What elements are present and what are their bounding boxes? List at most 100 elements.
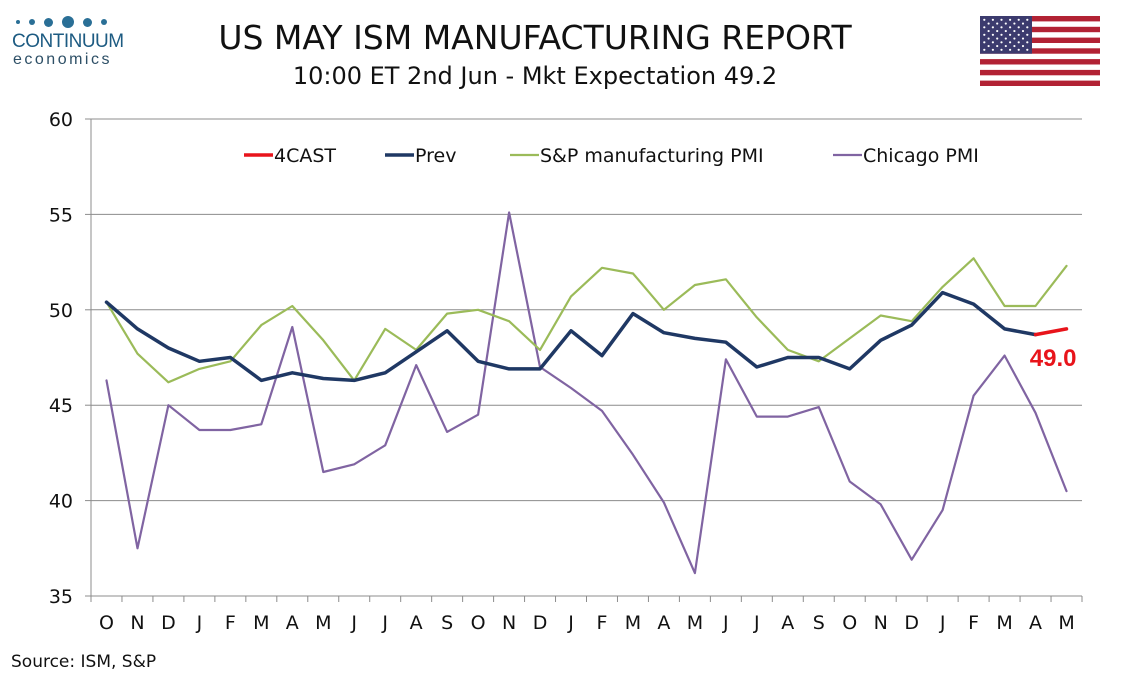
x-tick-label: A [286,612,299,634]
x-tick-label: O [842,612,857,634]
flag-star [1021,22,1025,25]
flag-star [1017,26,1020,29]
flag-star [1026,33,1029,36]
series-line-chicago-pmi [105,211,1068,575]
x-tick-label: F [597,612,608,634]
flag-star [1009,41,1012,44]
logo-dots-icon [16,14,142,30]
x-tick-label: J [753,612,760,634]
series-lines [104,211,1069,575]
x-tick-label: S [813,612,825,634]
flag-star [1026,41,1029,44]
series-line-prev [104,290,1038,383]
flag-star [1009,18,1012,21]
x-tick-label: M [315,612,331,634]
x-tick-label: M [253,612,269,634]
flag-star [991,33,994,36]
legend-label: 4CAST [274,145,336,167]
legend-label: S&P manufacturing PMI [540,145,764,167]
x-tick-label: N [874,612,888,634]
x-tick-label: M [996,612,1012,634]
x-tick-label: F [225,612,236,634]
x-tick-label: D [161,612,176,634]
legend: 4CAST Prev S&P manufacturing PMI Chicago PM… [244,145,979,167]
flag-star [1017,41,1020,44]
x-tick-label: A [410,612,423,634]
flag-star [983,26,986,29]
flag-star [996,22,999,25]
y-tick-label: 60 [49,109,73,131]
flag-star [1017,18,1020,21]
x-tick-label: D [533,612,548,634]
legend-label: Prev [415,145,456,167]
flag-star [983,41,986,44]
y-tick-label: 40 [49,491,73,513]
x-tick-label: J [350,612,357,634]
x-tick-label: A [1029,612,1042,634]
x-tick-label: J [722,612,729,634]
x-tick-label: O [471,612,486,634]
continuum-logo: CONTINUUM economics [12,14,142,68]
flag-star [991,26,994,29]
x-tick-label: M [1058,612,1074,634]
y-tick-label: 55 [49,204,73,226]
flag-star [983,33,986,36]
flag-star [1009,33,1012,36]
flag-star [1021,37,1025,40]
x-tick-label: A [781,612,794,634]
flag-star [996,37,999,40]
x-tick-label: M [687,612,703,634]
flag-star [1026,48,1029,51]
x-tick-label: A [657,612,670,634]
flag-star [991,41,994,44]
x-tick-label: J [567,612,574,634]
x-tick-label: F [968,612,979,634]
flag-star [1000,33,1003,36]
us-flag-icon [980,16,1100,86]
chart-subtitle: 10:00 ET 2nd Jun - Mkt Expectation 49.2 [292,62,778,90]
axes [85,118,1083,602]
flag-star [1000,26,1003,29]
chart-title: US MAY ISM MANUFACTURING REPORT [218,18,852,57]
flag-star [1026,26,1029,29]
flag-star [1000,18,1003,21]
flag-star [1009,26,1012,29]
gridlines [91,118,1082,502]
flag-star [1004,29,1007,33]
flag-star [1013,29,1016,33]
flag-star [1021,29,1025,33]
flag-star [987,22,990,25]
x-tick-label: J [939,612,946,634]
flag-star [1004,22,1007,25]
flag-star [983,18,986,21]
flag-star [996,29,999,33]
flag-star [1000,48,1003,51]
forecast-data-label: 49.0 [1030,345,1077,372]
flag-star [1017,48,1020,51]
flag-star [991,48,994,51]
flag-star [1013,37,1016,40]
flag-star [987,44,990,48]
flag-star [991,18,994,21]
y-tick-label: 45 [49,395,73,417]
source-note: Source: ISM, S&P [11,652,157,672]
flag-star [1026,18,1029,21]
flag-star [1017,33,1020,36]
flag-star [983,48,986,51]
logo-name: CONTINUUM [12,31,124,52]
flag-star [1009,48,1012,51]
y-tick-label: 35 [49,586,73,608]
x-tick-label: N [502,612,516,634]
x-tick-label: J [196,612,203,634]
x-tick-label: N [130,612,144,634]
x-tick-label: J [381,612,388,634]
flag-star [987,37,990,40]
y-tick-label: 50 [49,300,73,322]
flag-star [1021,44,1025,48]
flag-star [1004,37,1007,40]
series-line-s-p-manufacturing-pmi [105,257,1068,384]
legend-label: Chicago PMI [863,145,979,167]
logo-sub: economics [13,51,112,68]
